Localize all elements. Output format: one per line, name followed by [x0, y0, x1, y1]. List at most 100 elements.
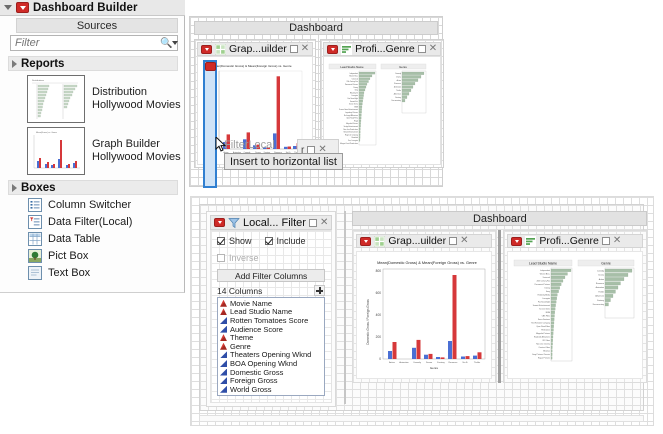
report-container-distribution[interactable]: Profi...Genre ✕ Lead Studio Name Genre — [503, 230, 648, 383]
red-dropdown-icon[interactable] — [201, 44, 212, 54]
distribution-thumbnail[interactable]: Distributions — [27, 75, 85, 123]
svg-text:The Weinstein Company: The Weinstein Company — [531, 322, 550, 325]
svg-text:Romance: Romance — [449, 362, 459, 364]
square-icon[interactable] — [289, 45, 298, 53]
triangle-down-icon[interactable] — [4, 4, 12, 12]
group-header-boxes[interactable]: Boxes — [8, 180, 178, 195]
close-icon[interactable]: ✕ — [300, 43, 310, 54]
data-filter-icon — [28, 215, 42, 229]
vertical-splitter[interactable] — [344, 211, 347, 404]
red-dropdown-icon[interactable] — [16, 2, 29, 13]
svg-text:Fantasy: Fantasy — [438, 361, 446, 364]
square-icon[interactable] — [308, 218, 317, 227]
square-icon[interactable] — [449, 237, 458, 245]
svg-text:800: 800 — [376, 269, 382, 273]
list-item[interactable]: Theaters Opening Wknd — [220, 350, 322, 359]
report-titlebar[interactable]: Profi...Genre ✕ — [323, 42, 442, 56]
magnifier-icon[interactable]: 🔍 — [160, 37, 173, 49]
show-checkbox[interactable] — [217, 237, 225, 245]
group-header-reports[interactable]: Reports — [8, 56, 178, 71]
inverse-checkbox[interactable] — [217, 254, 225, 262]
list-item[interactable]: Lead Studio Name — [220, 307, 322, 316]
svg-text:Magnolia Pictures: Magnolia Pictures — [346, 122, 358, 125]
list-item[interactable]: World Gross — [220, 385, 322, 394]
list-item[interactable]: Foreign Gross — [220, 376, 322, 385]
group-label: Boxes — [21, 181, 56, 194]
report-title: Profi...Genre — [539, 235, 599, 247]
list-item[interactable]: Distributions — [27, 75, 184, 123]
triangle-right-icon[interactable] — [12, 183, 17, 192]
list-item-data-filter[interactable]: Data Filter(Local) — [28, 215, 184, 229]
red-dropdown-icon[interactable] — [327, 44, 339, 54]
report-titlebar[interactable]: Grap...uilder ✕ — [356, 234, 493, 248]
list-item[interactable]: Domestic Gross — [220, 368, 322, 377]
list-item-column-switcher[interactable]: Column Switcher — [28, 198, 184, 212]
list-item-label: Distribution Hollywood Movies — [92, 86, 181, 112]
svg-text:200: 200 — [376, 335, 382, 339]
svg-text:Fantasy: Fantasy — [598, 299, 605, 302]
list-item[interactable]: Rotten Tomatoes Score — [220, 316, 322, 325]
continuous-icon — [220, 351, 227, 359]
list-item-pict-box[interactable]: Pict Box — [28, 249, 184, 263]
red-dropdown-icon[interactable] — [205, 62, 216, 71]
list-item[interactable]: Mean(Gross) vs. Genre Graph Builder Hol — [27, 127, 184, 175]
continuous-icon — [220, 385, 227, 393]
add-filter-columns-button[interactable]: Add Filter Columns — [217, 269, 326, 282]
svg-text:Romance: Romance — [394, 83, 401, 85]
include-checkbox[interactable] — [264, 237, 273, 245]
plus-icon[interactable] — [314, 285, 326, 296]
drag-selection-strip[interactable] — [203, 60, 217, 188]
nominal-icon — [220, 299, 227, 307]
local-data-filter-panel[interactable]: Local... Filter ✕ Show Include — [206, 211, 337, 407]
sources-filter-row[interactable]: 🔍 — [10, 35, 178, 51]
red-dropdown-icon[interactable] — [214, 218, 225, 227]
close-icon: ✕ — [318, 144, 327, 155]
close-icon[interactable]: ✕ — [319, 216, 329, 228]
list-item[interactable]: Genre — [220, 342, 322, 351]
caret-down-icon[interactable] — [172, 41, 178, 45]
list-item[interactable]: Theme — [220, 333, 322, 342]
list-item[interactable]: Movie Name — [220, 299, 322, 308]
svg-text:Mean(Gross) vs. Genre: Mean(Gross) vs. Genre — [36, 132, 58, 134]
horizontal-scrollbar[interactable] — [199, 415, 644, 422]
local-filter-titlebar[interactable]: Local... Filter ✕ — [210, 215, 333, 230]
report-splitter[interactable] — [498, 230, 502, 383]
list-item-label: Column Switcher — [48, 199, 132, 211]
svg-text:Animation: Animation — [394, 86, 401, 89]
filter-column-list[interactable]: Movie Name Lead Studio Name Rotten Tomat… — [217, 297, 326, 396]
dashboard-horizontal-list: Local... Filter ✕ Show Include — [199, 204, 648, 411]
svg-text:Animation: Animation — [596, 286, 604, 289]
report-container-distribution[interactable]: Profi...Genre ✕ Lead Studio Name Genre — [320, 39, 445, 168]
list-item-data-table[interactable]: Data Table — [28, 232, 184, 246]
report-title: Graph Builder — [92, 138, 160, 150]
funnel-icon — [228, 217, 240, 229]
report-container-graph-builder[interactable]: Grap...uilder ✕ Mean(Domestic Gross) & M… — [352, 230, 497, 383]
svg-text:Animation: Animation — [233, 151, 241, 154]
continuous-icon — [220, 368, 227, 376]
svg-text:Drama: Drama — [599, 274, 606, 277]
svg-text:400: 400 — [376, 313, 382, 317]
red-dropdown-icon[interactable] — [360, 236, 372, 246]
list-item[interactable]: Audience Score — [220, 325, 322, 334]
svg-text:Fox Searchlight: Fox Searchlight — [538, 301, 551, 304]
graph-builder-thumbnail[interactable]: Mean(Gross) vs. Genre — [27, 127, 85, 175]
svg-text:Documentary: Documentary — [593, 303, 604, 306]
close-icon[interactable]: ✕ — [612, 235, 622, 246]
bottom-dashboard-canvas[interactable]: Local... Filter ✕ Show Include — [190, 196, 654, 426]
report-titlebar[interactable]: Profi...Genre ✕ — [507, 234, 644, 248]
red-dropdown-icon[interactable] — [511, 236, 523, 246]
svg-text:MGM: MGM — [546, 312, 551, 314]
svg-text:Paramount Pictures: Paramount Pictures — [535, 283, 550, 286]
search-input[interactable] — [11, 36, 160, 50]
list-item-text-box[interactable]: Text Box — [28, 266, 184, 280]
svg-text:Focus Features: Focus Features — [538, 318, 550, 321]
square-icon[interactable] — [417, 45, 426, 53]
square-icon[interactable] — [601, 237, 610, 245]
inverse-label: Inverse — [229, 253, 259, 263]
close-icon[interactable]: ✕ — [428, 43, 438, 54]
triangle-right-icon[interactable] — [12, 59, 17, 68]
report-titlebar[interactable]: Grap...uilder ✕ — [197, 42, 314, 56]
close-icon[interactable]: ✕ — [460, 235, 469, 246]
svg-text:0: 0 — [380, 357, 382, 361]
list-item[interactable]: BOA Opening Wknd — [220, 359, 322, 368]
